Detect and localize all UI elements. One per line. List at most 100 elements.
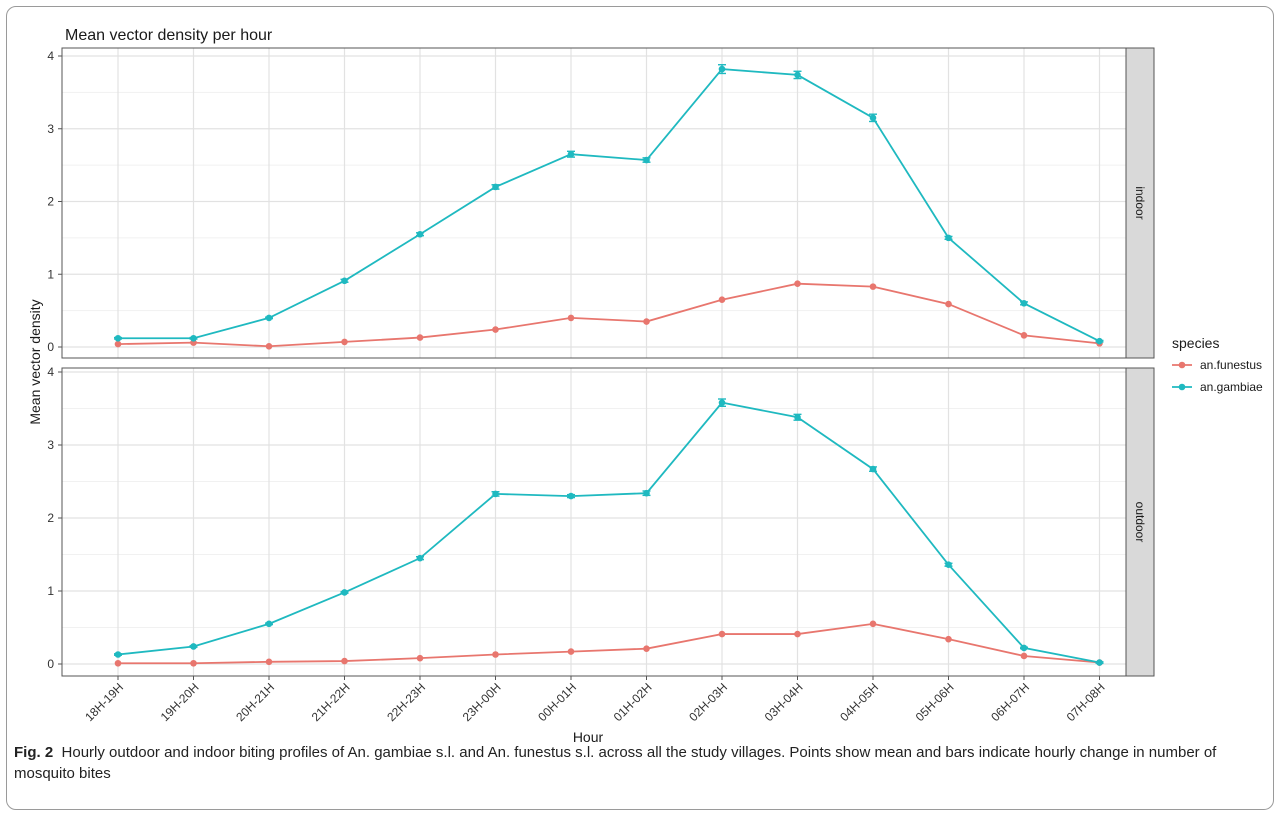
y-tick-label: 2 bbox=[47, 195, 54, 209]
series-line-an-gambiae bbox=[118, 68, 1100, 342]
y-tick-label: 0 bbox=[47, 657, 54, 671]
y-axis-label: Mean vector density bbox=[27, 299, 43, 424]
data-point-an-funestus bbox=[643, 318, 650, 325]
legend-title: species bbox=[1172, 335, 1219, 351]
data-point-an-funestus bbox=[114, 659, 122, 667]
series-line-an-funestus bbox=[117, 282, 1100, 348]
x-tick-label: 03H-04H bbox=[762, 680, 806, 724]
caption-label: Fig. 2 bbox=[14, 744, 54, 761]
panel-background bbox=[62, 368, 1126, 676]
x-tick-label: 00H-01H bbox=[535, 680, 579, 724]
x-tick-label: 07H-08H bbox=[1064, 680, 1108, 724]
x-tick-label: 05H-06H bbox=[913, 680, 957, 724]
data-point-an-gambiae bbox=[794, 71, 801, 79]
chart-title: Mean vector density per hour bbox=[65, 27, 273, 44]
data-point-an-funestus bbox=[492, 651, 499, 658]
data-point-an-gambiae bbox=[794, 413, 801, 421]
data-point-an-funestus bbox=[945, 300, 952, 308]
facet-strip-outdoor bbox=[1125, 367, 1155, 677]
data-point-an-gambiae bbox=[492, 490, 499, 498]
x-tick-label: 21H-22H bbox=[309, 680, 353, 724]
x-tick-label: 20H-21H bbox=[233, 680, 277, 724]
data-point-an-gambiae bbox=[416, 230, 424, 238]
data-point-an-funestus bbox=[416, 654, 424, 662]
series-line-an-gambiae bbox=[117, 401, 1100, 664]
data-point-an-funestus bbox=[718, 630, 726, 638]
series-line-an-funestus bbox=[118, 622, 1100, 665]
panel-outdoor: 0 1 2 3 4 outdoor 18H-19H 19H-20H 20H-21H 21H-22H… bbox=[47, 365, 1155, 724]
data-point-an-gambiae bbox=[114, 651, 122, 658]
x-tick-label: 19H-20H bbox=[158, 680, 202, 724]
legend-key-point bbox=[1178, 361, 1186, 369]
data-point-an-gambiae bbox=[265, 314, 273, 322]
x-tick-label: 02H-03H bbox=[686, 680, 730, 724]
y-tick-label: 1 bbox=[47, 267, 54, 281]
panel-indoor: 0 1 2 3 4 indoor bbox=[47, 47, 1155, 359]
data-point-an-gambiae bbox=[945, 561, 952, 569]
line-chart: Mean vector density per hour Mean vector… bbox=[27, 27, 1263, 745]
data-point-an-funestus bbox=[265, 658, 273, 666]
data-point-an-gambiae bbox=[341, 277, 348, 285]
data-point-an-funestus bbox=[1020, 652, 1028, 660]
data-point-an-funestus bbox=[869, 620, 877, 628]
data-point-an-gambiae bbox=[869, 114, 877, 122]
data-point-an-gambiae bbox=[190, 643, 197, 650]
data-point-an-gambiae bbox=[416, 554, 424, 562]
y-tick-label: 2 bbox=[47, 511, 54, 525]
x-axis-label: Hour bbox=[573, 729, 604, 745]
data-point-an-funestus bbox=[190, 659, 197, 667]
data-point-an-funestus bbox=[1020, 332, 1028, 339]
y-tick-label: 3 bbox=[47, 122, 54, 136]
data-point-an-gambiae bbox=[643, 156, 650, 164]
data-point-an-funestus bbox=[492, 326, 499, 333]
data-point-an-gambiae bbox=[567, 150, 575, 158]
data-point-an-gambiae bbox=[567, 492, 575, 500]
facet-strip-label: indoor bbox=[1133, 186, 1147, 219]
data-point-an-gambiae bbox=[492, 183, 499, 191]
data-point-an-gambiae bbox=[114, 334, 122, 342]
facet-strip-label: outdoor bbox=[1133, 502, 1147, 543]
x-tick-label: 04H-05H bbox=[837, 680, 881, 724]
data-point-an-gambiae bbox=[643, 489, 650, 497]
y-tick-label: 4 bbox=[47, 49, 54, 63]
x-tick-label: 18H-19H bbox=[82, 680, 126, 724]
data-point-an-funestus bbox=[643, 645, 650, 652]
figure-caption: Fig. 2 Hourly outdoor and indoor biting … bbox=[14, 742, 1254, 784]
x-tick-label: 01H-02H bbox=[611, 680, 655, 724]
data-point-an-funestus bbox=[265, 342, 273, 350]
facet-strip-indoor bbox=[1125, 47, 1155, 359]
legend: species an.funestus an.gambiae bbox=[1172, 335, 1263, 394]
legend-entry-an-gambiae: an.gambiae bbox=[1200, 380, 1263, 394]
x-tick-label: 23H-00H bbox=[460, 680, 504, 724]
x-tick-label: 06H-07H bbox=[988, 680, 1032, 724]
figure-frame bbox=[6, 6, 1274, 810]
data-point-an-funestus bbox=[567, 648, 575, 655]
data-point-an-gambiae bbox=[869, 465, 877, 473]
data-point-an-gambiae bbox=[1096, 337, 1103, 345]
data-point-an-funestus bbox=[567, 314, 575, 322]
data-point-an-gambiae bbox=[1096, 659, 1103, 666]
data-point-an-gambiae bbox=[1020, 644, 1028, 652]
caption-text: Hourly outdoor and indoor biting profile… bbox=[14, 744, 1217, 782]
data-point-an-funestus bbox=[114, 340, 122, 348]
legend-key-point bbox=[1178, 383, 1186, 391]
x-tick-label: 22H-23H bbox=[384, 680, 428, 724]
data-point-an-funestus bbox=[794, 280, 801, 288]
data-point-an-funestus bbox=[945, 635, 952, 643]
y-tick-label: 4 bbox=[47, 365, 54, 379]
y-tick-label: 1 bbox=[47, 584, 54, 598]
data-point-an-funestus bbox=[416, 334, 424, 341]
chart-panels: 0 1 2 3 4 indoor 0 1 2 3 4 outdoor 18H-19H 19H-20H 20H… bbox=[47, 47, 1155, 724]
data-point-an-funestus bbox=[718, 296, 726, 304]
data-point-an-funestus bbox=[869, 283, 877, 290]
data-point-an-gambiae bbox=[718, 399, 726, 406]
data-point-an-funestus bbox=[794, 630, 801, 638]
data-point-an-gambiae bbox=[1020, 300, 1028, 307]
data-point-an-gambiae bbox=[190, 334, 197, 342]
data-point-an-gambiae bbox=[341, 589, 348, 596]
y-tick-label: 3 bbox=[47, 438, 54, 452]
data-point-an-gambiae bbox=[265, 620, 273, 628]
data-point-an-gambiae bbox=[718, 65, 726, 73]
data-point-an-funestus bbox=[341, 657, 348, 665]
y-tick-label: 0 bbox=[47, 340, 54, 354]
